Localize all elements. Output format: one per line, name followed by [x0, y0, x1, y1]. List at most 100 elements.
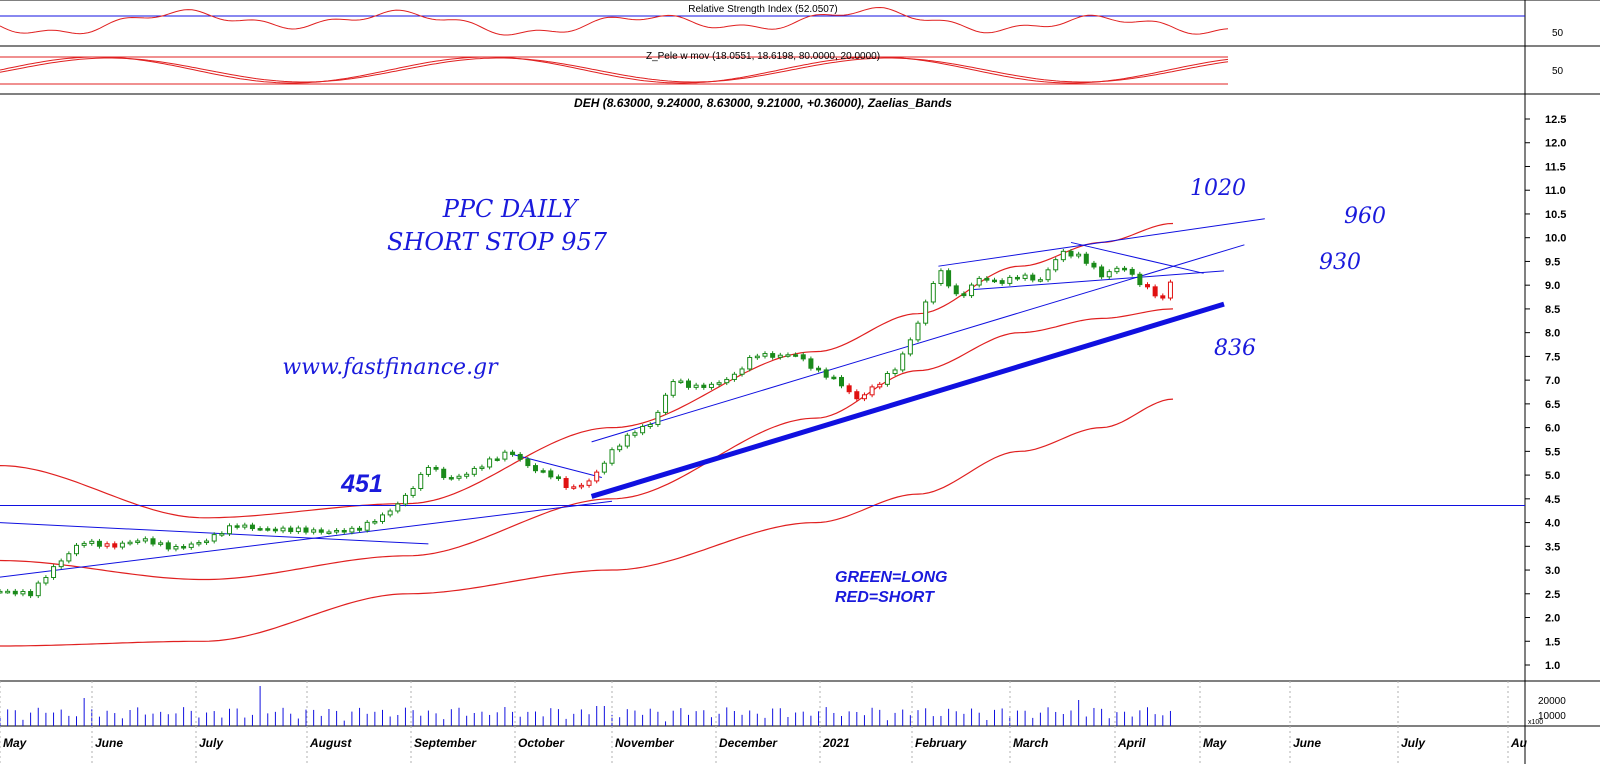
candle-body — [1160, 295, 1166, 299]
month-label: Au — [1510, 736, 1528, 750]
candle-body — [181, 545, 187, 549]
candle-body — [831, 376, 837, 380]
price-tick-label: 4.0 — [1545, 518, 1560, 530]
candle-body — [823, 369, 829, 378]
volume-panel: 20000 10000 x100 — [0, 686, 1566, 726]
price-tick-label: 5.0 — [1545, 470, 1560, 482]
price-tick-label: 3.5 — [1545, 541, 1560, 553]
price-axis: 1.0 1.5 2.0 2.5 3.0 3.5 4.0 4.5 5.0 5.5 6.0 6.5 7.0 7… — [1525, 114, 1566, 672]
candle-body — [158, 542, 164, 545]
candle-body — [234, 525, 240, 528]
candle-body — [20, 590, 26, 595]
candle-body — [272, 528, 278, 532]
candle-body — [716, 382, 722, 385]
candles — [0, 248, 1173, 599]
candle-body — [1076, 253, 1082, 257]
candle-body — [1068, 250, 1074, 257]
rsi-tick-label: 50 — [1552, 28, 1564, 39]
candle-body — [663, 394, 669, 413]
band-middle — [0, 308, 1174, 581]
candle-body — [540, 470, 546, 473]
month-label: May — [3, 736, 28, 750]
candle-body — [341, 529, 347, 533]
price-tick-label: 4.5 — [1545, 494, 1560, 506]
trend-wedge-top — [938, 218, 1265, 267]
candle-body — [89, 540, 95, 544]
candle-body — [617, 445, 623, 451]
annotation-website: www.fastfinance.gr — [282, 355, 499, 380]
month-label: July — [199, 736, 224, 750]
candle-body — [311, 529, 317, 533]
candle-body — [678, 380, 684, 384]
candle-body — [839, 376, 844, 387]
price-tick-label: 11.5 — [1545, 161, 1566, 173]
candle-body — [227, 525, 232, 535]
candle-body — [318, 529, 324, 533]
candle-body — [81, 542, 87, 546]
candle-body — [448, 477, 454, 480]
candle-body — [135, 540, 141, 543]
price-tick-label: 10.0 — [1545, 233, 1566, 245]
candle-body — [1022, 274, 1028, 279]
candle-body — [624, 434, 630, 447]
candle-body — [372, 520, 378, 524]
candle-body — [930, 282, 936, 303]
candle-body — [119, 542, 125, 548]
candle-body — [1060, 250, 1066, 261]
candle-body — [800, 354, 806, 360]
legend-red-short: RED=SHORT — [835, 589, 935, 606]
trend-lower-channel — [0, 500, 613, 578]
candle-body — [1091, 262, 1097, 268]
candle-body — [900, 353, 906, 371]
candle-body — [510, 451, 516, 455]
candle-body — [1030, 274, 1036, 281]
candle-body — [402, 494, 408, 505]
volume-bars — [0, 686, 1171, 726]
candle-body — [487, 458, 493, 468]
price-tick-label: 5.5 — [1545, 446, 1560, 458]
candle-body — [1045, 269, 1051, 281]
month-label: March — [1013, 736, 1048, 750]
price-tick-label: 10.5 — [1545, 209, 1566, 221]
candle-body — [777, 354, 783, 358]
candle-body — [693, 384, 699, 388]
month-label: May — [1203, 736, 1228, 750]
candle-body — [188, 543, 194, 548]
month-label: June — [95, 736, 123, 750]
candle-body — [303, 527, 309, 533]
price-tick-label: 12.5 — [1545, 114, 1566, 126]
candle-body — [754, 355, 760, 359]
candle-body — [601, 462, 607, 473]
candle-body — [349, 527, 355, 533]
candle-body — [578, 484, 584, 488]
candle-body — [211, 534, 217, 542]
candle-body — [265, 528, 271, 531]
candle-body — [150, 538, 156, 545]
candle-body — [923, 301, 929, 324]
candle-body — [242, 524, 248, 528]
month-label: July — [1401, 736, 1426, 750]
trend-wedge-bottom — [968, 270, 1225, 291]
candle-body — [395, 503, 401, 512]
candle-body — [35, 582, 41, 597]
candle-body — [808, 358, 814, 369]
candle-body — [165, 542, 171, 550]
candle-body — [1145, 284, 1150, 288]
candle-body — [1007, 276, 1013, 284]
candle-body — [517, 453, 523, 460]
candle-body — [1053, 259, 1059, 271]
candle-body — [525, 458, 531, 467]
candle-body — [869, 386, 875, 396]
candle-body — [1137, 273, 1143, 286]
price-tick-label: 9.5 — [1545, 256, 1560, 268]
candle-body — [793, 354, 799, 357]
candle-body — [12, 590, 18, 595]
volume-scale-note: x100 — [1528, 719, 1543, 726]
price-tick-label: 12.0 — [1545, 138, 1566, 150]
candle-body — [418, 473, 424, 489]
candle-body — [74, 544, 79, 555]
price-tick-label: 2.5 — [1545, 589, 1560, 601]
candle-body — [425, 466, 431, 475]
